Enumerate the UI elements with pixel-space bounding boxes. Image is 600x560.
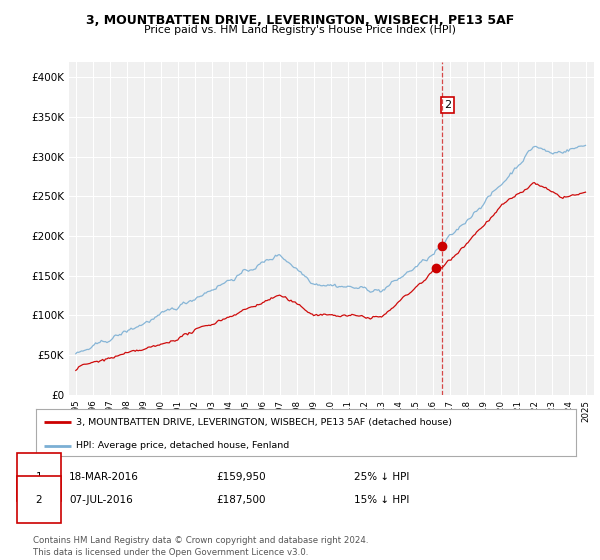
Text: 18-MAR-2016: 18-MAR-2016 bbox=[69, 472, 139, 482]
Text: 2: 2 bbox=[35, 494, 43, 505]
Text: Contains HM Land Registry data © Crown copyright and database right 2024.
This d: Contains HM Land Registry data © Crown c… bbox=[33, 536, 368, 557]
Text: 3, MOUNTBATTEN DRIVE, LEVERINGTON, WISBECH, PE13 5AF (detached house): 3, MOUNTBATTEN DRIVE, LEVERINGTON, WISBE… bbox=[77, 418, 452, 427]
Text: £187,500: £187,500 bbox=[216, 494, 265, 505]
Text: HPI: Average price, detached house, Fenland: HPI: Average price, detached house, Fenl… bbox=[77, 441, 290, 450]
Text: £159,950: £159,950 bbox=[216, 472, 266, 482]
Text: 2: 2 bbox=[443, 100, 451, 110]
Text: 3, MOUNTBATTEN DRIVE, LEVERINGTON, WISBECH, PE13 5AF: 3, MOUNTBATTEN DRIVE, LEVERINGTON, WISBE… bbox=[86, 14, 514, 27]
Text: 25% ↓ HPI: 25% ↓ HPI bbox=[354, 472, 409, 482]
Text: 15% ↓ HPI: 15% ↓ HPI bbox=[354, 494, 409, 505]
Text: 07-JUL-2016: 07-JUL-2016 bbox=[69, 494, 133, 505]
Text: 1: 1 bbox=[35, 472, 43, 482]
Text: Price paid vs. HM Land Registry's House Price Index (HPI): Price paid vs. HM Land Registry's House … bbox=[144, 25, 456, 35]
